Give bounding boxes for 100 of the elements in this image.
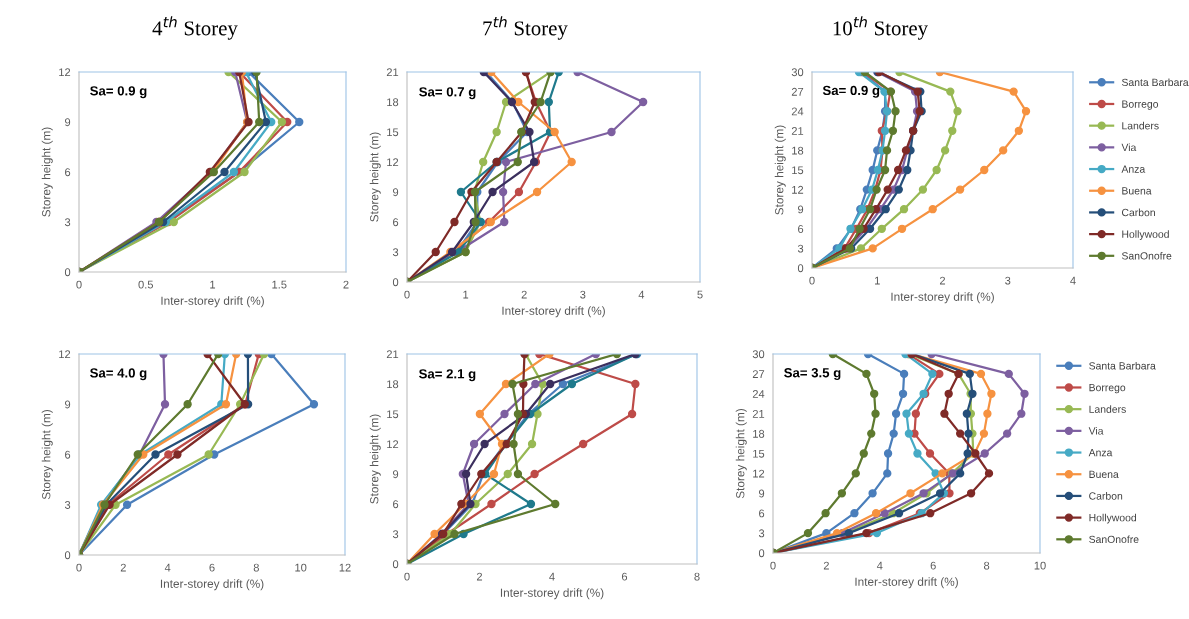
y-tick-label: 6 (65, 168, 71, 177)
x-axis-title: Inter-storey drift (%) (891, 292, 994, 304)
y-tick-label: 3 (64, 218, 71, 227)
x-tick-label: 0 (76, 280, 82, 289)
y-tick-label: 21 (791, 127, 804, 135)
x-tick-label: 4 (876, 561, 883, 570)
legend-label: Anza (1121, 165, 1146, 173)
y-tick-label: 21 (386, 68, 399, 77)
legend-label: SanOnofre (1089, 535, 1139, 544)
x-tick-label: 12 (339, 563, 351, 572)
y-tick-label: 6 (798, 225, 804, 233)
legend-label: Landers (1122, 121, 1159, 130)
y-tick-label: 3 (797, 244, 804, 253)
y-tick-label: 9 (798, 205, 804, 214)
y-tick-label: 18 (753, 429, 765, 438)
y-tick-label: 18 (792, 146, 804, 155)
x-tick-label: 0 (404, 572, 410, 581)
x-tick-label: 8 (983, 561, 990, 570)
legend-label: Hollywood (1122, 230, 1169, 240)
y-tick-label: 12 (387, 440, 399, 449)
annotation: Sa= 0.7 g (419, 87, 476, 100)
x-tick-label: 4 (1070, 276, 1076, 285)
y-tick-label: 30 (791, 68, 804, 77)
legend-label: Santa Barbara (1089, 361, 1156, 370)
y-tick-label: 12 (387, 158, 399, 167)
x-tick-label: 6 (930, 561, 936, 570)
x-tick-label: 10 (1034, 561, 1046, 570)
x-tick-label: 6 (621, 572, 628, 581)
y-tick-label: 9 (65, 400, 71, 409)
legend-label: Hollywood (1089, 513, 1137, 524)
x-tick-label: 4 (164, 563, 171, 572)
legend-label: Carbon (1121, 208, 1155, 217)
y-tick-label: 21 (752, 409, 765, 418)
y-axis-title: Storey height (m) (735, 408, 747, 499)
x-tick-label: 0 (404, 290, 410, 299)
y-tick-label: 9 (759, 489, 765, 498)
legend-label: SanOnofre (1121, 251, 1172, 260)
annotation: Sa= 0.9 g (822, 85, 880, 98)
y-tick-label: 6 (393, 500, 399, 509)
x-tick-label: 2 (120, 563, 126, 572)
y-tick-label: 9 (65, 118, 71, 127)
y-tick-label: 0 (64, 268, 71, 277)
annotation: Sa= 4.0 g (90, 368, 147, 381)
legend-label: Buena (1089, 470, 1119, 478)
annotation: Sa= 0.9 g (90, 86, 147, 99)
x-tick-label: 6 (209, 563, 215, 572)
x-tick-label: 5 (697, 290, 703, 299)
y-tick-label: 3 (392, 248, 399, 257)
x-tick-label: 0 (809, 276, 815, 285)
x-tick-label: 1 (875, 276, 880, 285)
x-axis-title: Inter-storey drift (%) (855, 577, 958, 589)
x-tick-label: 2 (343, 280, 349, 289)
y-tick-label: 18 (387, 380, 399, 389)
x-tick-label: 8 (253, 563, 259, 572)
x-tick-label: 8 (694, 572, 700, 581)
chart-title: 4$^{th}$ Storey (152, 16, 238, 40)
legend-label: Via (1088, 426, 1104, 435)
y-axis-title: Storey height (m) (41, 409, 53, 500)
y-axis-title: Storey height (m) (774, 125, 786, 215)
y-axis-title: Storey height (m) (369, 414, 381, 504)
y-tick-label: 18 (387, 98, 399, 107)
legend-label: Borrego (1122, 100, 1159, 110)
y-tick-label: 6 (393, 218, 399, 227)
x-tick-label: 1 (463, 290, 469, 299)
x-tick-label: 2 (521, 290, 527, 299)
x-tick-label: 2 (476, 572, 483, 581)
y-tick-label: 12 (792, 185, 804, 194)
x-tick-label: 2 (823, 561, 829, 570)
y-tick-label: 6 (759, 509, 765, 518)
y-tick-label: 0 (797, 264, 804, 273)
x-tick-label: 10 (295, 563, 307, 572)
x-tick-label: 0.5 (138, 280, 154, 289)
y-tick-label: 0 (758, 549, 765, 558)
legend-label: Santa Barbara (1121, 78, 1189, 87)
y-tick-label: 24 (752, 390, 765, 398)
y-tick-label: 12 (59, 68, 71, 77)
legend-label: Anza (1088, 449, 1113, 457)
y-axis-title: Storey height (m) (41, 127, 53, 217)
y-tick-label: 15 (753, 449, 765, 458)
x-axis-title: Inter-storey drift (%) (160, 579, 264, 591)
x-axis-title: Inter-storey drift (%) (502, 306, 605, 318)
y-tick-label: 9 (393, 470, 399, 479)
y-tick-label: 12 (753, 469, 765, 478)
legend-label: Landers (1089, 405, 1126, 413)
y-tick-label: 30 (752, 350, 765, 359)
y-tick-label: 24 (791, 107, 804, 116)
legend-label: Buena (1122, 187, 1152, 195)
y-tick-label: 3 (758, 529, 765, 538)
y-tick-label: 0 (64, 551, 71, 560)
x-tick-label: 4 (638, 290, 645, 299)
y-tick-label: 15 (387, 410, 399, 419)
x-tick-label: 3 (1005, 276, 1011, 285)
x-tick-label: 1 (210, 280, 216, 289)
x-tick-label: 0 (76, 563, 82, 572)
x-tick-label: 3 (580, 290, 586, 299)
y-tick-label: 27 (791, 87, 804, 96)
y-tick-label: 9 (393, 188, 399, 197)
y-axis-title: Storey height (m) (369, 132, 381, 222)
x-axis-title: Inter-storey drift (%) (500, 588, 604, 600)
annotation: Sa= 3.5 g (784, 368, 841, 381)
